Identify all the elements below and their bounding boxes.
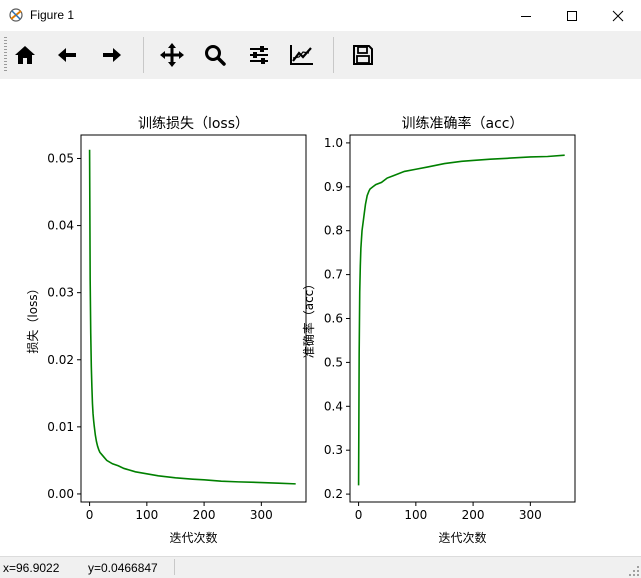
sliders-icon <box>250 46 268 64</box>
acc-x-tick-label: 200 <box>462 508 485 522</box>
acc-x-axis-label: 迭代次数 <box>438 530 486 545</box>
acc-y-tick-label: 0.4 <box>324 399 343 413</box>
cursor-x-readout: x=96.9022 <box>3 561 60 575</box>
zoom-button[interactable] <box>200 40 230 70</box>
forward-button[interactable] <box>96 40 126 70</box>
loss-y-tick-label: 0.03 <box>47 286 74 300</box>
loss-y-tick-label: 0.00 <box>47 487 74 501</box>
pan-button[interactable] <box>157 40 187 70</box>
home-icon <box>15 46 35 64</box>
loss-x-tick-label: 0 <box>86 508 94 522</box>
window-title: Figure 1 <box>30 8 75 22</box>
loss-y-tick-label: 0.05 <box>47 151 74 165</box>
acc-y-tick-label: 0.3 <box>324 443 343 457</box>
loss-series-line <box>88 149 296 485</box>
loss-y-axis-label: 损失（loss） <box>25 282 40 353</box>
loss-x-axis-label: 迭代次数 <box>169 530 217 545</box>
acc-y-tick-label: 1.0 <box>324 136 343 150</box>
minimize-icon <box>521 15 531 17</box>
acc-x-tick-label: 300 <box>519 508 542 522</box>
acc-y-tick-label: 0.9 <box>324 180 343 194</box>
toolbar-separator <box>333 37 334 73</box>
loss-x-tick-label: 200 <box>193 508 216 522</box>
acc-y-tick-label: 0.6 <box>324 312 343 326</box>
loss-y-tick-label: 0.04 <box>47 219 74 233</box>
magnifier-icon <box>205 45 226 66</box>
loss-y-tick-label: 0.02 <box>47 353 74 367</box>
acc-y-tick-label: 0.8 <box>324 224 343 238</box>
arrow-left-icon <box>58 48 76 62</box>
maximize-icon <box>567 10 577 21</box>
loss-x-tick-label: 100 <box>135 508 158 522</box>
loss-chart-title: 训练损失（loss） <box>138 116 249 132</box>
back-button[interactable] <box>53 40 83 70</box>
loss-axes-frame <box>80 134 307 503</box>
acc-y-tick-label: 0.2 <box>324 487 343 501</box>
acc-axes-frame <box>349 134 576 503</box>
loss-x-ticks: 0 100 200 300 <box>86 502 273 522</box>
acc-chart-title: 训练准确率（acc） <box>402 115 524 132</box>
close-button[interactable] <box>595 0 641 31</box>
configure-subplots-button[interactable] <box>244 40 274 70</box>
loss-y-ticks: 0.00 0.01 0.02 0.03 0.04 0.05 <box>47 151 81 501</box>
navigation-toolbar <box>0 31 641 79</box>
acc-x-tick-label: 100 <box>404 508 427 522</box>
acc-y-tick-label: 0.7 <box>324 268 343 282</box>
maximize-button[interactable] <box>549 0 595 31</box>
cursor-y-readout: y=0.0466847 <box>88 561 158 575</box>
app-icon <box>9 8 23 22</box>
acc-y-ticks: 0.2 0.3 0.4 0.5 0.6 0.7 0.8 0.9 1.0 <box>324 136 350 501</box>
save-button[interactable] <box>348 40 378 70</box>
figure-canvas[interactable]: 训练损失（loss） 0 100 200 300 0.00 0.01 0.02 0.03 0.… <box>0 79 641 556</box>
acc-x-tick-label: 0 <box>355 508 363 522</box>
minimize-button[interactable] <box>503 0 549 31</box>
acc-series-line <box>357 154 565 486</box>
move-icon <box>160 43 184 67</box>
edit-axis-button[interactable] <box>287 40 317 70</box>
home-button[interactable] <box>10 40 40 70</box>
accuracy-subplot: 训练准确率（acc） 0 100 200 300 0.2 0.3 0.4 0.5 0.6 0.7… <box>301 115 576 545</box>
toolbar-separator <box>143 37 144 73</box>
resize-grip-icon[interactable] <box>629 566 639 576</box>
loss-x-tick-label: 300 <box>250 508 273 522</box>
loss-y-tick-label: 0.01 <box>47 420 74 434</box>
title-bar: Figure 1 <box>0 0 641 31</box>
line-chart-icon <box>290 45 313 65</box>
floppy-disk-icon <box>353 45 373 65</box>
acc-y-tick-label: 0.5 <box>324 355 343 369</box>
acc-y-axis-label: 准确率（acc） <box>301 278 316 359</box>
toolbar-grip <box>4 37 7 73</box>
close-icon <box>612 10 624 21</box>
acc-x-ticks: 0 100 200 300 <box>355 502 542 522</box>
loss-subplot: 训练损失（loss） 0 100 200 300 0.000.010.020.030.… <box>25 116 307 545</box>
status-divider <box>174 559 175 575</box>
status-bar: x=96.9022 y=0.0466847 <box>0 556 641 578</box>
arrow-right-icon <box>103 48 121 62</box>
